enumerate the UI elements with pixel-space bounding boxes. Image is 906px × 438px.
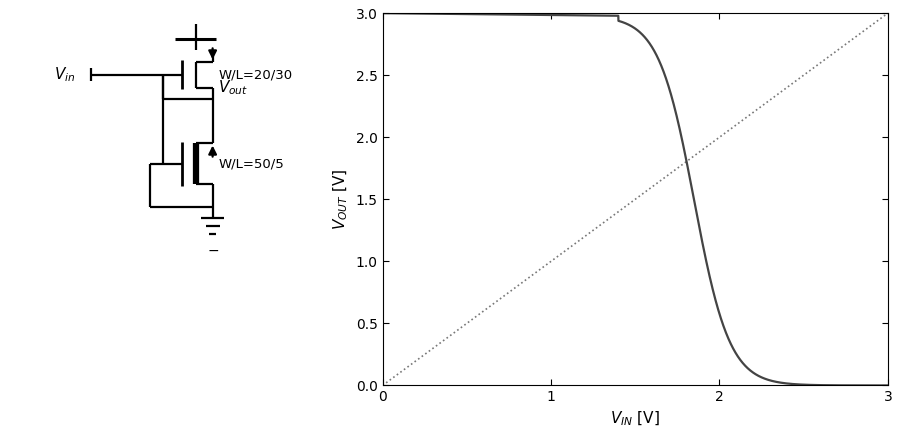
Text: $V_{out}$: $V_{out}$ [218,78,248,97]
Text: W/L=20/30: W/L=20/30 [218,68,293,81]
Text: W/L=50/5: W/L=50/5 [218,157,284,170]
X-axis label: $V_{IN}$ [V]: $V_{IN}$ [V] [611,410,660,428]
Text: $-$: $-$ [207,243,218,257]
Y-axis label: $V_{OUT}$ [V]: $V_{OUT}$ [V] [332,169,350,230]
Text: $V_{in}$: $V_{in}$ [54,65,76,84]
